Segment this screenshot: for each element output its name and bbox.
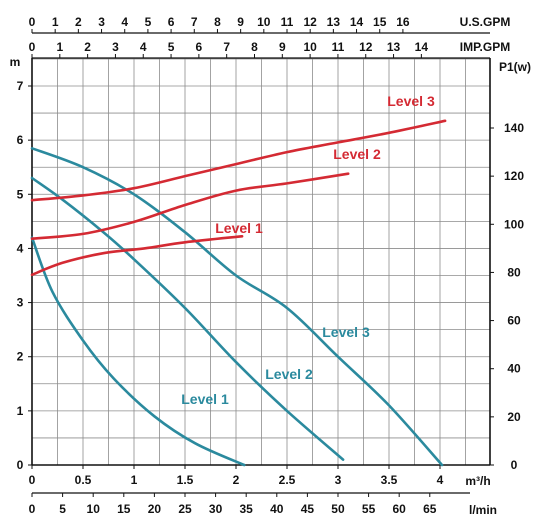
head-curve-label-level-2: Level 2 <box>265 366 313 382</box>
tick-right: 0 <box>511 458 518 472</box>
unit-top-impgpm: IMP.GPM <box>460 40 510 54</box>
head-curve-level-1 <box>30 236 246 467</box>
tick-right: 100 <box>504 217 524 231</box>
head-curve-level-2 <box>30 176 345 461</box>
tick-bottom-lmin: 25 <box>178 502 192 516</box>
power-curve-level-2 <box>30 172 350 240</box>
tick-top-usgpm: 7 <box>191 15 198 29</box>
tick-top-usgpm: 15 <box>373 15 387 29</box>
tick-left: 3 <box>17 296 24 310</box>
tick-bottom-lmin: 5 <box>59 502 66 516</box>
tick-top-usgpm: 11 <box>281 15 294 29</box>
tick-bottom-lmin: 50 <box>331 502 345 516</box>
curves: Level 1 Level 2 Level 3 Level 1 Level 2 Level… <box>30 93 447 467</box>
unit-right: P1(w) <box>499 60 531 74</box>
tick-bottom-lmin: 0 <box>29 502 36 516</box>
tick-top-impgpm: 8 <box>251 40 258 54</box>
head-curve-label-level-3: Level 3 <box>322 324 370 340</box>
tick-bottom-m3h: 3.5 <box>381 473 398 487</box>
tick-left: 1 <box>17 404 24 418</box>
tick-top-impgpm: 3 <box>112 40 119 54</box>
tick-bottom-m3h: 1.5 <box>177 473 194 487</box>
tick-bottom-m3h: 4 <box>437 473 444 487</box>
grid <box>32 58 490 465</box>
tick-bottom-m3h: 2.5 <box>279 473 296 487</box>
tick-left: 6 <box>17 133 24 147</box>
tick-top-impgpm: 1 <box>56 40 63 54</box>
tick-top-usgpm: 5 <box>145 15 152 29</box>
tick-bottom-lmin: 15 <box>117 502 131 516</box>
tick-top-impgpm: 4 <box>140 40 147 54</box>
tick-top-impgpm: 7 <box>223 40 230 54</box>
tick-top-impgpm: 10 <box>303 40 317 54</box>
tick-top-impgpm: 13 <box>387 40 401 54</box>
power-curve-level-3 <box>30 119 447 202</box>
tick-top-impgpm: 2 <box>84 40 91 54</box>
tick-bottom-m3h: 0 <box>29 473 36 487</box>
tick-top-usgpm: 16 <box>396 15 410 29</box>
tick-top-impgpm: 11 <box>332 40 345 54</box>
head-curve-level-3 <box>30 147 444 467</box>
tick-right: 140 <box>504 121 524 135</box>
tick-bottom-m3h: 1 <box>131 473 138 487</box>
tick-top-impgpm: 6 <box>196 40 203 54</box>
power-curve-level-1 <box>30 235 244 277</box>
tick-top-usgpm: 13 <box>327 15 341 29</box>
tick-bottom-m3h: 0.5 <box>75 473 92 487</box>
tick-top-usgpm: 9 <box>237 15 244 29</box>
head-curve-label-level-1: Level 1 <box>181 391 229 407</box>
tick-top-usgpm: 1 <box>52 15 59 29</box>
power-curve-label-level-1: Level 1 <box>215 220 263 236</box>
power-curve-label-level-3: Level 3 <box>387 93 435 109</box>
tick-bottom-lmin: 10 <box>87 502 101 516</box>
tick-right: 120 <box>504 169 524 183</box>
tick-right: 20 <box>507 410 521 424</box>
tick-top-impgpm: 9 <box>279 40 286 54</box>
tick-top-usgpm: 12 <box>304 15 318 29</box>
tick-left: 4 <box>17 241 24 255</box>
tick-top-impgpm: 12 <box>359 40 373 54</box>
unit-left: m <box>10 55 21 69</box>
tick-top-impgpm: 14 <box>415 40 429 54</box>
tick-left: 2 <box>17 350 24 364</box>
tick-bottom-m3h: 3 <box>335 473 342 487</box>
tick-right: 40 <box>507 362 521 376</box>
tick-left: 7 <box>17 79 24 93</box>
tick-left: 5 <box>17 187 24 201</box>
unit-top-usgpm: U.S.GPM <box>460 15 511 29</box>
tick-top-usgpm: 2 <box>75 15 82 29</box>
power-curve-label-level-2: Level 2 <box>333 146 381 162</box>
tick-bottom-lmin: 60 <box>393 502 407 516</box>
tick-top-usgpm: 8 <box>214 15 221 29</box>
tick-top-usgpm: 10 <box>257 15 271 29</box>
tick-bottom-lmin: 40 <box>270 502 284 516</box>
tick-bottom-lmin: 45 <box>301 502 315 516</box>
tick-top-usgpm: 3 <box>98 15 105 29</box>
tick-bottom-m3h: 2 <box>233 473 240 487</box>
tick-bottom-lmin: 35 <box>240 502 254 516</box>
tick-top-usgpm: 0 <box>29 15 36 29</box>
tick-top-impgpm: 0 <box>29 40 36 54</box>
tick-right: 60 <box>507 314 521 328</box>
tick-bottom-lmin: 20 <box>148 502 162 516</box>
tick-top-usgpm: 6 <box>168 15 175 29</box>
tick-bottom-lmin: 65 <box>423 502 437 516</box>
axis-units: U.S.GPM IMP.GPM m P1(w) m³/h l/min <box>10 15 531 517</box>
tick-bottom-lmin: 55 <box>362 502 376 516</box>
unit-bottom-m3h: m³/h <box>465 474 490 488</box>
tick-left: 0 <box>17 458 24 472</box>
tick-top-usgpm: 4 <box>121 15 128 29</box>
unit-bottom-lmin: l/min <box>469 503 497 517</box>
tick-bottom-lmin: 30 <box>209 502 223 516</box>
tick-top-usgpm: 14 <box>350 15 364 29</box>
tick-right: 80 <box>507 265 521 279</box>
axes <box>31 32 491 494</box>
tick-top-impgpm: 5 <box>168 40 175 54</box>
